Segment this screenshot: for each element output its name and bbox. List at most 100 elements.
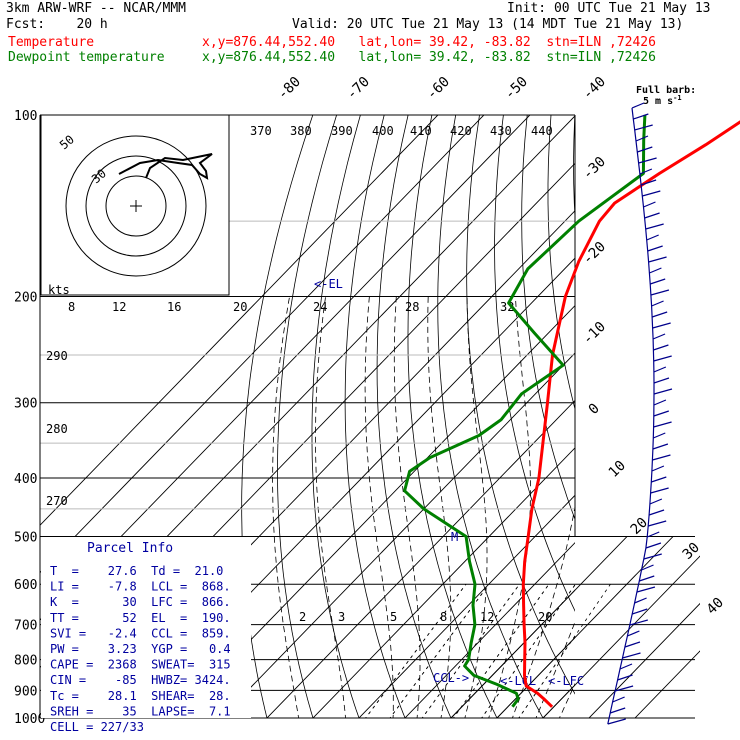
mixing-ratio-ext-2 xyxy=(365,583,467,718)
model-title: 3km ARW-WRF -- NCAR/MMM xyxy=(6,1,187,16)
isotherm-label-10: 10 xyxy=(606,458,629,481)
level-marker-ccl: CCL-> xyxy=(433,671,469,685)
wind-barb-flag xyxy=(652,333,666,340)
wind-barb-flag xyxy=(653,377,670,384)
wind-barb-flag xyxy=(634,597,647,604)
isotherm-label-30: 30 xyxy=(680,540,703,563)
mixing-ratio-label-8: 8 xyxy=(440,610,447,624)
isotherm-label--80: -80 xyxy=(275,74,304,103)
mixing-ratio-ext-12 xyxy=(481,583,576,718)
wind-barb-flag xyxy=(638,157,657,164)
hodograph-ring xyxy=(65,135,207,277)
wind-barb-flag xyxy=(619,663,633,670)
parcel-info-row: PW = 3.23 YGP = 0.4 xyxy=(50,642,231,656)
parcel-info-title: Parcel Info xyxy=(87,541,173,556)
pressure-tick-200: 200 xyxy=(14,291,37,306)
wind-barb-flag xyxy=(631,102,645,109)
parcel-info-row: LI = -7.8 LCL = 868. xyxy=(50,580,231,594)
wind-barb-flag xyxy=(632,608,648,615)
wind-barb-flag xyxy=(645,542,662,549)
isotherm-30 xyxy=(542,684,575,718)
wind-barb-flag xyxy=(648,509,665,516)
dry-adiabat-110 xyxy=(646,115,740,731)
pressure-tick-800: 800 xyxy=(14,654,37,669)
isotherm-0 xyxy=(404,542,575,718)
dewpoint-legend-label: Dewpoint temperature xyxy=(8,50,165,65)
theta-label-280: 280 xyxy=(46,422,68,436)
isotherm-ext-40 xyxy=(588,602,700,718)
temperature-legend-label: Temperature xyxy=(8,35,95,50)
dry-adiabat-120 xyxy=(670,115,740,731)
wind-barb-flag xyxy=(635,135,649,142)
wind-barb-flag xyxy=(650,289,670,296)
wind-barb-flag xyxy=(652,454,671,461)
hodograph-speed-label-8: 8 xyxy=(68,300,75,314)
wind-barb-flag xyxy=(612,696,625,703)
hodograph-ring xyxy=(105,175,167,237)
barb-legend-title: Full barb: xyxy=(636,85,696,96)
wind-barb-flag xyxy=(644,212,660,219)
wind-barb-flag xyxy=(639,575,655,582)
wind-barb-flag xyxy=(634,124,653,131)
moist-adiabat-30 xyxy=(535,620,575,718)
mixing-ratio-label-5: 5 xyxy=(390,610,397,624)
wind-barb-flag xyxy=(633,113,649,120)
dry-adiabat-70 xyxy=(547,115,575,411)
moist-adiabat-10 xyxy=(427,296,452,718)
temperature-profile xyxy=(521,120,740,708)
level-marker-lcl: <-LCL xyxy=(500,674,536,688)
dewpoint-location: x,y=876.44,552.40 lat,lon= 39.42, -83.82… xyxy=(202,50,656,65)
wind-barb-flag xyxy=(643,201,656,208)
hodograph-speed-label-20: 20 xyxy=(233,300,247,314)
wind-barb-flag xyxy=(647,531,660,538)
wind-barb-flag xyxy=(653,399,667,406)
theta-e-label-400: 400 xyxy=(372,124,394,138)
parcel-info-row: SVI = -2.4 CCL = 859. xyxy=(50,626,231,640)
wind-barb-flag xyxy=(645,223,664,230)
dry-adiabat-20 xyxy=(407,115,498,718)
theta-e-label-370: 370 xyxy=(250,124,272,138)
hodograph-speed-label-16: 16 xyxy=(167,300,181,314)
hodograph-trace xyxy=(118,153,213,180)
pressure-tick-100: 100 xyxy=(14,109,37,124)
mixing-ratio-ext-20 xyxy=(518,583,611,718)
parcel-info-row: TT = 52 EL = 190. xyxy=(50,611,231,625)
isotherm-label--40: -40 xyxy=(580,74,609,103)
moist-adiabat--20 xyxy=(272,296,300,718)
dry-adiabat-10 xyxy=(376,115,452,718)
parcel-info-background xyxy=(41,537,251,718)
hodograph-speed-label-12: 12 xyxy=(112,300,126,314)
isotherm--50 xyxy=(174,304,575,718)
moist-adiabat-35 xyxy=(558,682,575,718)
parcel-info-row: CAPE = 2368 SWEAT= 315 xyxy=(50,658,231,672)
wind-barb-flag xyxy=(652,322,671,329)
pressure-tick-400: 400 xyxy=(14,472,37,487)
moist-adiabat-5 xyxy=(393,296,421,718)
hodograph-speed-label-24: 24 xyxy=(313,300,327,314)
isotherm-label--10: -10 xyxy=(580,319,609,348)
isotherm-label--50: -50 xyxy=(502,74,531,103)
wind-barb-flag xyxy=(646,234,659,241)
moist-adiabat-40 xyxy=(577,297,740,731)
parcel-info-row: CELL = 227/33 xyxy=(50,720,144,734)
mixing-ratio-label-2: 2 xyxy=(299,610,306,624)
wind-barb-flag xyxy=(636,586,656,593)
dry-adiabat-0 xyxy=(344,115,406,718)
isotherm-ext-30 xyxy=(542,555,700,718)
valid-time: Valid: 20 UTC Tue 21 May 13 (14 MDT Tue … xyxy=(292,17,684,32)
wind-barb-flag xyxy=(653,432,666,439)
theta-label-270: 270 xyxy=(46,494,68,508)
dry-adiabat-50 xyxy=(494,115,575,612)
isotherm--10 xyxy=(358,494,575,718)
wind-barb-flag xyxy=(650,487,669,494)
wind-barb-flag xyxy=(627,630,640,637)
parcel-info-row: SREH = 35 LAPSE= 7.1 xyxy=(50,704,231,718)
wind-barb-flag xyxy=(617,674,633,681)
wind-barb-flag xyxy=(650,278,666,285)
isotherm--110 xyxy=(40,115,485,574)
parcel-info-row: T = 27.6 Td = 21.0 xyxy=(50,564,223,578)
wind-barb-flag xyxy=(653,344,669,351)
wind-barb-flag xyxy=(653,410,669,417)
